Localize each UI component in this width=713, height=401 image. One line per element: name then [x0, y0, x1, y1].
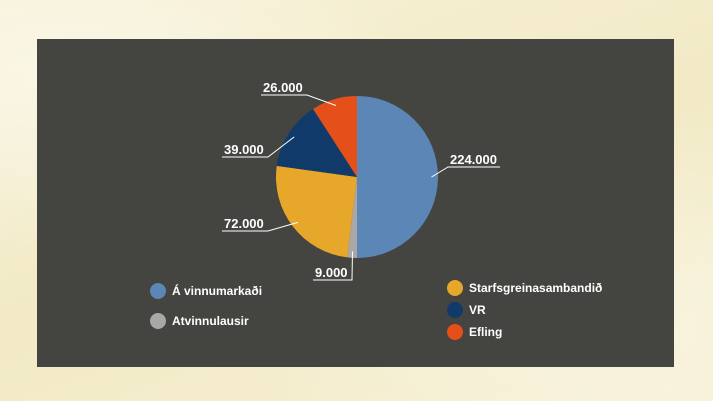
legend-swatch-efling: [447, 324, 463, 340]
leader-line-vr: [222, 136, 295, 158]
data-label-efling: 26.000: [263, 80, 303, 95]
leader-line-starfsgreinasambandid: [222, 221, 299, 232]
pie-slice-vr: [276, 108, 357, 177]
legend-swatch-a_vinnumarkadi: [150, 283, 166, 299]
legend-swatch-starfsgreinasambandid: [447, 280, 463, 296]
legend-swatch-atvinnulausir: [150, 313, 166, 329]
data-label-atvinnulausir: 9.000: [315, 265, 348, 280]
data-label-vr: 39.000: [224, 142, 264, 157]
pie-slice-a_vinnumarkadi: [357, 96, 438, 258]
data-label-starfsgreinasambandid: 72.000: [224, 216, 264, 231]
leader-line-atvinnulausir: [313, 251, 353, 281]
legend-label-vr: VR: [469, 303, 486, 317]
legend-label-starfsgreinasambandid: Starfsgreinasambandið: [469, 281, 602, 295]
pie-slice-efling: [313, 96, 357, 177]
legend-label-a_vinnumarkadi: Á vinnumarkaði: [172, 283, 262, 298]
legend-label-efling: Efling: [469, 325, 502, 339]
data-label-a_vinnumarkadi: 224.000: [450, 152, 497, 167]
legend-swatch-vr: [447, 302, 463, 318]
leader-line-efling: [261, 94, 337, 106]
legend-label-atvinnulausir: Atvinnulausir: [172, 314, 249, 328]
pie-slice-starfsgreinasambandid: [276, 165, 357, 258]
leader-line-a_vinnumarkadi: [431, 166, 500, 178]
pie-slice-atvinnulausir: [347, 177, 357, 258]
